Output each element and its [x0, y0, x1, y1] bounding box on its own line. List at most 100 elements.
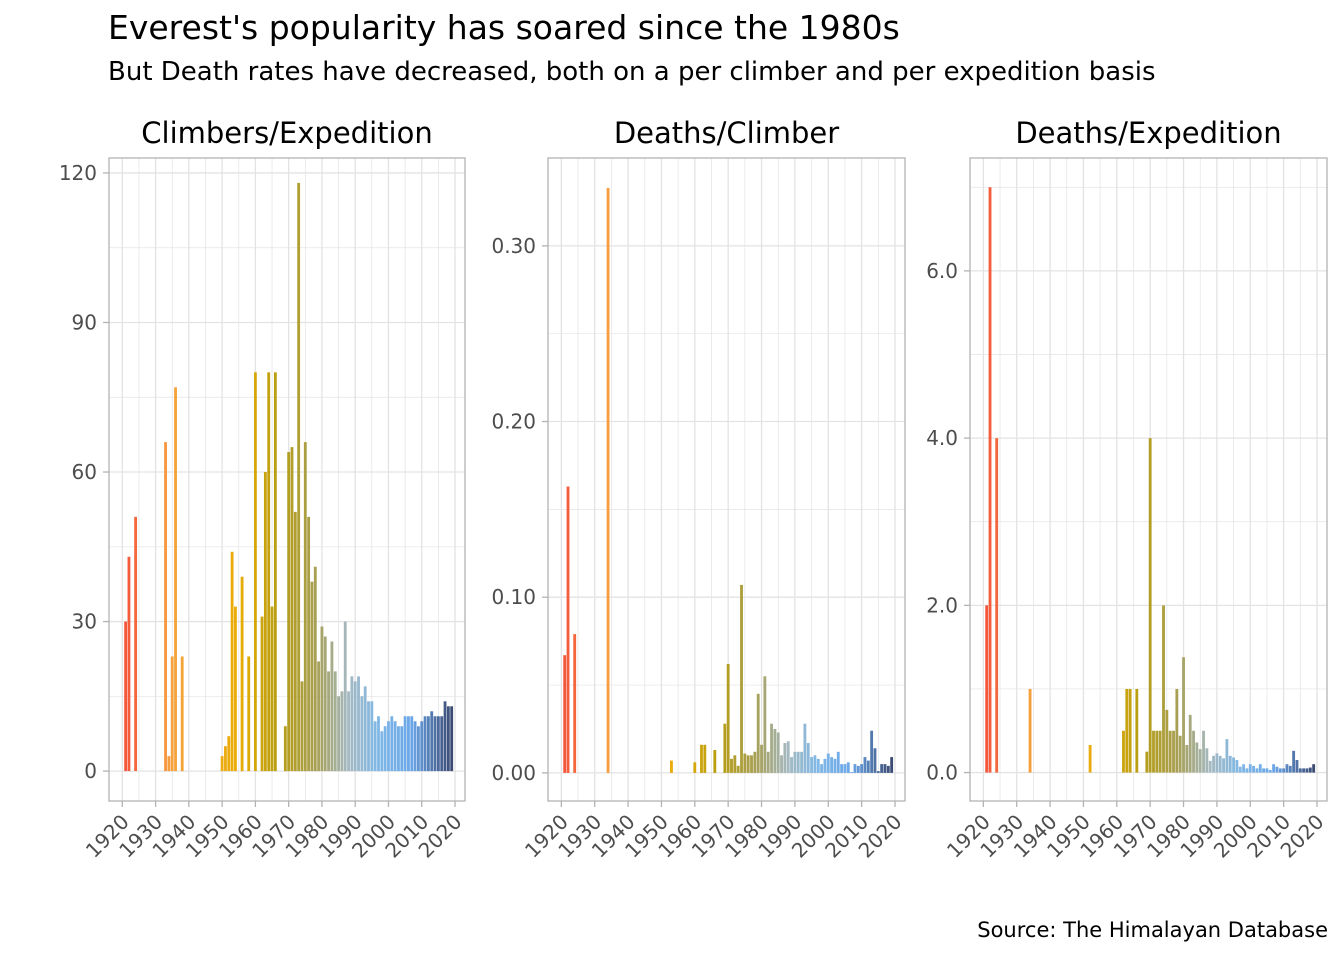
bar — [350, 676, 354, 772]
bar — [876, 771, 880, 773]
bar — [240, 576, 244, 772]
bar — [1248, 764, 1252, 773]
bar — [1238, 766, 1242, 773]
bar — [300, 681, 304, 772]
bar — [340, 691, 344, 772]
bar — [1258, 764, 1262, 773]
bar — [1235, 760, 1239, 773]
bar — [353, 681, 357, 772]
bar — [853, 764, 857, 773]
bar — [1312, 764, 1316, 773]
bar — [1185, 744, 1189, 773]
bar — [423, 716, 427, 772]
bar — [1212, 755, 1215, 773]
bar — [420, 721, 424, 772]
bar — [746, 755, 750, 773]
bar — [836, 751, 840, 773]
y-tick-label: 120 — [59, 161, 97, 185]
bar — [347, 691, 350, 772]
bar — [1175, 688, 1179, 773]
bar — [124, 621, 128, 772]
bar — [1195, 742, 1199, 773]
bar — [843, 764, 847, 773]
bar — [1225, 739, 1229, 773]
bar — [290, 447, 294, 772]
bar — [1278, 768, 1282, 773]
bar — [224, 746, 227, 772]
bar — [830, 757, 834, 773]
panel-title: Deaths/Climber — [614, 116, 839, 150]
bar — [766, 751, 770, 773]
bar — [1172, 730, 1175, 773]
bar — [726, 663, 730, 773]
panel-title: Deaths/Expedition — [1015, 116, 1281, 150]
bar — [1135, 688, 1139, 773]
bar — [1125, 688, 1129, 773]
y-tick-label: 90 — [72, 310, 97, 334]
bar — [783, 743, 787, 773]
bar — [1178, 735, 1182, 773]
bar — [1242, 764, 1246, 773]
bar — [333, 671, 337, 772]
bar — [164, 442, 167, 772]
bar — [1245, 768, 1249, 773]
bar — [1275, 766, 1279, 773]
bar — [1028, 688, 1032, 773]
bar — [310, 581, 314, 772]
bar — [700, 744, 703, 773]
bar — [1295, 760, 1299, 773]
bar — [1155, 730, 1159, 773]
bar — [563, 655, 567, 773]
bar — [1252, 765, 1256, 773]
bar — [566, 486, 570, 773]
panel-3: Deaths/Expedition0.02.04.06.019201930194… — [926, 116, 1328, 863]
bar — [283, 726, 287, 772]
bar — [377, 716, 380, 772]
bar — [387, 721, 390, 772]
bar — [323, 636, 327, 772]
bar — [743, 753, 747, 773]
bar — [780, 755, 783, 773]
bar — [1272, 764, 1276, 773]
bar — [810, 757, 813, 773]
bar — [1088, 744, 1092, 773]
bar — [863, 757, 867, 773]
bar — [403, 716, 407, 772]
y-tick-label: 4.0 — [926, 426, 958, 450]
bar — [860, 764, 864, 773]
bar — [773, 728, 777, 773]
bar — [167, 756, 171, 772]
bar — [985, 605, 989, 773]
bar — [1198, 749, 1202, 773]
bar — [174, 387, 177, 772]
bar — [1215, 753, 1219, 773]
bar — [337, 696, 340, 772]
bar — [760, 744, 763, 773]
bar — [995, 438, 999, 773]
bar — [753, 751, 757, 773]
bar — [733, 755, 737, 773]
bar — [247, 656, 251, 772]
y-tick-label: 6.0 — [926, 259, 958, 283]
panel-2: Deaths/Climber0.000.100.200.301920193019… — [491, 116, 906, 863]
bar — [1282, 768, 1286, 773]
bar — [450, 706, 454, 772]
bar — [400, 726, 404, 772]
bar — [430, 711, 434, 772]
source-caption: Source: The Himalayan Database — [977, 918, 1328, 942]
bar — [1202, 730, 1205, 773]
bar — [1188, 714, 1192, 773]
bar — [390, 716, 394, 772]
bar — [227, 736, 231, 772]
bar — [446, 706, 450, 772]
bar — [410, 716, 414, 772]
bar — [1285, 764, 1289, 773]
bar — [327, 671, 331, 772]
bar — [1298, 768, 1302, 773]
bar — [820, 764, 824, 773]
bar — [806, 743, 810, 773]
bar — [693, 762, 697, 773]
bar — [313, 566, 317, 772]
y-tick-label: 60 — [72, 460, 97, 484]
